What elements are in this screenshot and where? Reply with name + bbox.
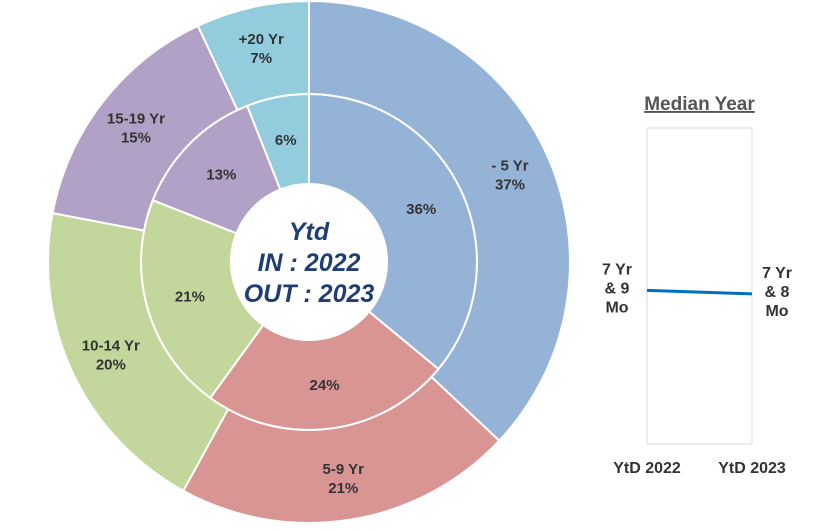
donut-center-label-0: Ytd: [289, 218, 330, 246]
median-value-label-ytd-2023-1: & 8: [765, 284, 790, 301]
outer-slice-label-5-yr-value: 37%: [495, 177, 525, 194]
median-series-line-0: [646, 288, 753, 296]
outer-slice-5-yr: [308, 0, 571, 443]
median-plot-area: [646, 127, 753, 445]
median-value-label-ytd-2023-2: Mo: [765, 303, 788, 320]
median-value-label-ytd-2022-0: 7 Yr: [602, 261, 632, 278]
median-year-chart: Median Year YtD 2022 YtD 2023 7 Yr & 9 Mo 7 Yr…: [602, 94, 792, 477]
donut-center-label-2: OUT : 2023: [244, 280, 375, 308]
outer-slice-label-15-19-yr-value: 15%: [121, 129, 151, 146]
inner-slice-label-5-yr-value: 36%: [406, 201, 436, 218]
outer-slice-label-15-19-yr-category: 15-19 Yr: [107, 110, 165, 127]
inner-slice-label-5-9-yr-value: 24%: [310, 377, 340, 394]
outer-slice-20-yr: [196, 0, 310, 112]
outer-slice-label-10-14-yr-category: 10-14 Yr: [82, 338, 140, 355]
median-value-label-ytd-2022-2: Mo: [605, 299, 628, 316]
outer-slice-label-5-9-yr-value: 21%: [328, 480, 358, 497]
median-value-label-ytd-2022-1: & 9: [605, 280, 630, 297]
donut-center-hole: [233, 186, 385, 338]
inner-slice-label-10-14-yr-value: 21%: [175, 289, 205, 306]
median-x-tick-ytd-2022: YtD 2022: [613, 460, 681, 477]
outer-slice-label-20-yr-value: 7%: [250, 50, 272, 67]
median-value-label-ytd-2023-0: 7 Yr: [762, 265, 792, 282]
inner-slice-label-20-yr-value: 6%: [275, 132, 297, 149]
outer-slice-10-14-yr: [47, 211, 230, 493]
outer-slice-label-20-yr-category: +20 Yr: [239, 31, 284, 48]
outer-slice-label-5-yr-category: - 5 Yr: [491, 158, 528, 175]
outer-slice-label-5-9-yr-category: 5-9 Yr: [323, 461, 365, 478]
outer-slice-label-10-14-yr-value: 20%: [96, 357, 126, 374]
median-x-tick-ytd-2023: YtD 2023: [718, 460, 786, 477]
median-chart-title: Median Year: [644, 94, 755, 115]
inner-slice-label-15-19-yr-value: 13%: [206, 166, 236, 183]
donut-center-label-1: IN : 2022: [258, 249, 361, 277]
nested-donut-chart: 36% 24% 21% 13% 6% - 5 Yr 37% 5-9 Yr 21% 10-14 Yr…: [47, 0, 571, 524]
outer-slice-5-9-yr: [181, 375, 501, 524]
